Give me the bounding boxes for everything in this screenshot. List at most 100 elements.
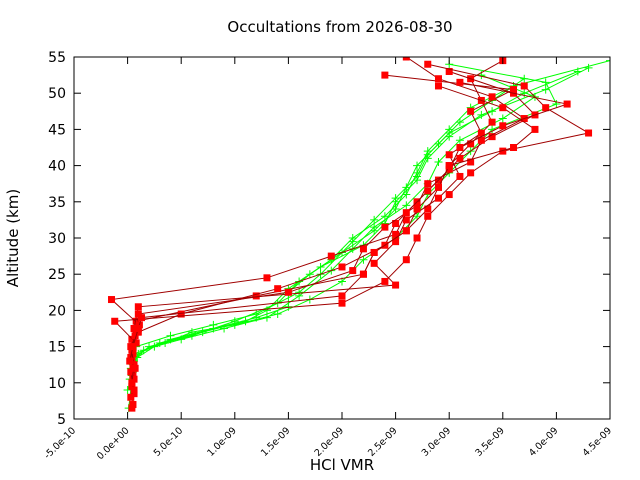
red-square-point bbox=[434, 194, 442, 202]
red-square-point bbox=[381, 223, 389, 231]
green-plus-point bbox=[413, 212, 422, 221]
y-tick-label: 45 bbox=[48, 122, 66, 138]
green-plus-point bbox=[273, 310, 282, 319]
y-tick-label: 20 bbox=[48, 303, 66, 319]
red-square-point bbox=[424, 180, 432, 188]
green-plus-point bbox=[295, 288, 304, 297]
red-square-point bbox=[499, 147, 507, 155]
red-square-point bbox=[413, 234, 421, 242]
green-plus-point bbox=[166, 331, 175, 340]
red-square-point bbox=[129, 364, 137, 372]
red-square-point bbox=[284, 288, 292, 296]
red-square-point bbox=[434, 82, 442, 90]
y-tick-label: 10 bbox=[48, 376, 66, 392]
red-square-point bbox=[129, 401, 137, 409]
red-square-point bbox=[424, 205, 432, 213]
red-square-point bbox=[128, 335, 136, 343]
red-square-point bbox=[445, 67, 453, 75]
red-square-point bbox=[127, 393, 135, 401]
red-square-point bbox=[130, 375, 138, 383]
y-tick-label: 5 bbox=[57, 412, 66, 428]
red-square-point bbox=[499, 104, 507, 112]
green-plus-point bbox=[123, 386, 132, 395]
x-tick-label: 2.0e-09 bbox=[313, 425, 347, 459]
red-square-point bbox=[402, 216, 410, 224]
green-plus-point bbox=[573, 67, 582, 76]
red-square-point bbox=[467, 169, 475, 177]
red-square-point bbox=[510, 144, 518, 151]
y-tick-label: 30 bbox=[48, 231, 66, 247]
red-square-point bbox=[488, 133, 496, 141]
red-profile-line bbox=[129, 85, 536, 362]
red-square-point bbox=[392, 238, 400, 246]
red-square-point bbox=[424, 212, 432, 220]
red-profile-line bbox=[130, 57, 526, 383]
red-square-point bbox=[510, 86, 518, 94]
red-square-point bbox=[359, 270, 367, 278]
green-plus-point bbox=[370, 223, 379, 232]
red-square-point bbox=[392, 281, 400, 289]
red-square-point bbox=[132, 339, 140, 347]
red-square-point bbox=[488, 118, 496, 126]
green-plus-point bbox=[413, 172, 422, 181]
green-plus-point bbox=[413, 161, 422, 170]
red-square-point bbox=[127, 368, 135, 376]
green-plus-point bbox=[488, 107, 497, 116]
green-plus-point bbox=[584, 63, 593, 72]
red-square-point bbox=[456, 172, 464, 180]
red-square-point bbox=[134, 303, 142, 311]
red-square-point bbox=[445, 151, 453, 159]
x-tick-label: 3.5e-09 bbox=[473, 425, 507, 459]
red-square-point bbox=[274, 285, 282, 293]
green-plus-point bbox=[541, 85, 550, 94]
green-plus-point bbox=[445, 129, 454, 138]
red-square-point bbox=[381, 277, 389, 285]
x-tick-label: 1.0e-09 bbox=[205, 425, 239, 459]
red-square-point bbox=[338, 263, 346, 271]
red-square-point bbox=[338, 292, 346, 300]
red-profile-line bbox=[130, 60, 504, 409]
red-square-point bbox=[477, 136, 485, 144]
red-square-point bbox=[499, 122, 507, 130]
red-square-point bbox=[130, 325, 138, 332]
x-axis-label: HCl VMR bbox=[310, 456, 374, 474]
green-plus-point bbox=[161, 338, 170, 347]
y-tick-label: 25 bbox=[48, 267, 66, 283]
red-square-point bbox=[338, 299, 346, 307]
red-square-point bbox=[263, 274, 271, 282]
red-square-point bbox=[445, 191, 453, 199]
red-square-point bbox=[381, 71, 389, 79]
red-square-point bbox=[327, 252, 335, 260]
x-tick-label: 4.0e-09 bbox=[527, 425, 561, 459]
red-square-point bbox=[542, 104, 550, 112]
red-square-point bbox=[467, 140, 475, 148]
green-plus-point bbox=[187, 328, 196, 337]
red-square-point bbox=[392, 220, 400, 228]
red-square-point bbox=[402, 57, 410, 61]
red-square-point bbox=[402, 256, 410, 264]
red-square-point bbox=[130, 390, 138, 398]
red-square-point bbox=[129, 350, 137, 358]
x-tick-label: 3.0e-09 bbox=[420, 425, 454, 459]
green-plus-point bbox=[370, 215, 379, 224]
plot-area-frame bbox=[73, 56, 611, 420]
red-square-point bbox=[130, 361, 138, 369]
red-square-point bbox=[413, 205, 421, 213]
red-square-point bbox=[132, 317, 140, 325]
red-square-point bbox=[424, 60, 432, 68]
green-plus-point bbox=[455, 118, 464, 127]
green-plus-point bbox=[220, 324, 229, 333]
red-square-point bbox=[563, 100, 571, 108]
red-square-point bbox=[126, 357, 134, 365]
y-tick-label: 35 bbox=[48, 195, 66, 211]
red-square-point bbox=[445, 162, 453, 170]
red-square-point bbox=[585, 129, 593, 137]
green-plus-point bbox=[380, 212, 389, 221]
red-square-point bbox=[129, 343, 137, 351]
green-plus-point bbox=[133, 353, 142, 362]
red-square-point bbox=[445, 165, 453, 173]
green-plus-point bbox=[402, 190, 411, 199]
green-plus-point bbox=[606, 57, 610, 65]
y-tick-label: 55 bbox=[48, 50, 66, 66]
